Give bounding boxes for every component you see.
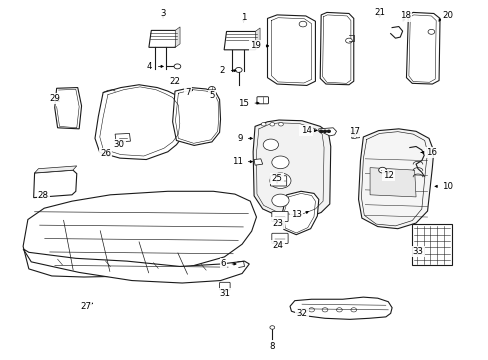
Bar (411, 224, 450, 265)
Polygon shape (172, 87, 220, 145)
Text: 33: 33 (412, 247, 423, 256)
Polygon shape (369, 168, 415, 197)
Text: 20: 20 (441, 12, 452, 21)
FancyBboxPatch shape (256, 97, 268, 104)
Text: 15: 15 (238, 99, 249, 108)
FancyBboxPatch shape (271, 211, 287, 222)
Text: 8: 8 (269, 342, 274, 351)
Circle shape (271, 156, 288, 169)
Circle shape (308, 308, 314, 312)
Circle shape (323, 130, 326, 132)
Circle shape (269, 173, 290, 189)
Text: 30: 30 (113, 140, 124, 149)
Polygon shape (255, 28, 260, 50)
Text: 1: 1 (240, 13, 246, 22)
Text: 26: 26 (100, 149, 111, 158)
Circle shape (269, 326, 274, 329)
Polygon shape (267, 15, 315, 85)
Circle shape (174, 64, 181, 69)
Polygon shape (35, 166, 77, 173)
Circle shape (208, 86, 215, 91)
Polygon shape (23, 249, 249, 283)
Polygon shape (350, 131, 359, 138)
Text: 23: 23 (272, 219, 283, 228)
Circle shape (336, 308, 342, 312)
Text: 29: 29 (49, 94, 60, 103)
Text: 22: 22 (169, 77, 180, 86)
Polygon shape (253, 120, 330, 220)
Polygon shape (318, 128, 336, 136)
Text: 31: 31 (220, 289, 230, 298)
Text: 3: 3 (160, 9, 165, 18)
Circle shape (269, 122, 274, 126)
Text: 2: 2 (220, 66, 225, 75)
Circle shape (351, 132, 356, 135)
Text: 13: 13 (290, 210, 302, 219)
Polygon shape (34, 170, 77, 198)
Circle shape (327, 130, 329, 132)
Text: 6: 6 (221, 260, 226, 269)
Circle shape (278, 122, 283, 126)
Text: 25: 25 (271, 174, 282, 183)
Circle shape (427, 30, 434, 34)
Polygon shape (175, 27, 180, 48)
Circle shape (299, 21, 306, 27)
Polygon shape (55, 87, 81, 129)
Text: 7: 7 (185, 88, 190, 97)
Text: 11: 11 (231, 157, 242, 166)
Polygon shape (95, 85, 184, 159)
Text: 19: 19 (249, 41, 260, 50)
Text: 9: 9 (237, 134, 242, 143)
FancyBboxPatch shape (270, 176, 286, 186)
Circle shape (319, 130, 322, 132)
Text: 16: 16 (425, 148, 436, 157)
FancyBboxPatch shape (271, 233, 287, 243)
Text: 27: 27 (80, 302, 91, 311)
Polygon shape (148, 30, 177, 48)
Circle shape (345, 38, 351, 43)
Text: 17: 17 (348, 127, 360, 136)
Circle shape (350, 308, 356, 312)
Polygon shape (224, 31, 257, 50)
Polygon shape (289, 297, 391, 319)
Text: 14: 14 (300, 126, 311, 135)
Circle shape (352, 136, 356, 138)
Circle shape (378, 167, 386, 173)
Polygon shape (23, 191, 256, 277)
Text: 12: 12 (382, 171, 393, 180)
Polygon shape (320, 12, 353, 85)
Text: 5: 5 (209, 91, 214, 100)
Circle shape (235, 67, 242, 72)
Text: 21: 21 (373, 8, 385, 17)
Text: 28: 28 (38, 192, 49, 201)
Text: 4: 4 (147, 62, 152, 71)
Circle shape (271, 194, 288, 207)
Circle shape (263, 139, 278, 150)
Polygon shape (281, 191, 318, 235)
Polygon shape (115, 134, 130, 142)
FancyBboxPatch shape (219, 282, 230, 290)
Text: 32: 32 (296, 309, 307, 318)
Polygon shape (254, 159, 262, 165)
Text: 24: 24 (272, 241, 283, 250)
Polygon shape (406, 12, 439, 84)
Polygon shape (358, 129, 433, 229)
Text: 10: 10 (441, 182, 452, 191)
Circle shape (322, 308, 327, 312)
Text: 18: 18 (399, 12, 410, 21)
Circle shape (261, 122, 265, 126)
